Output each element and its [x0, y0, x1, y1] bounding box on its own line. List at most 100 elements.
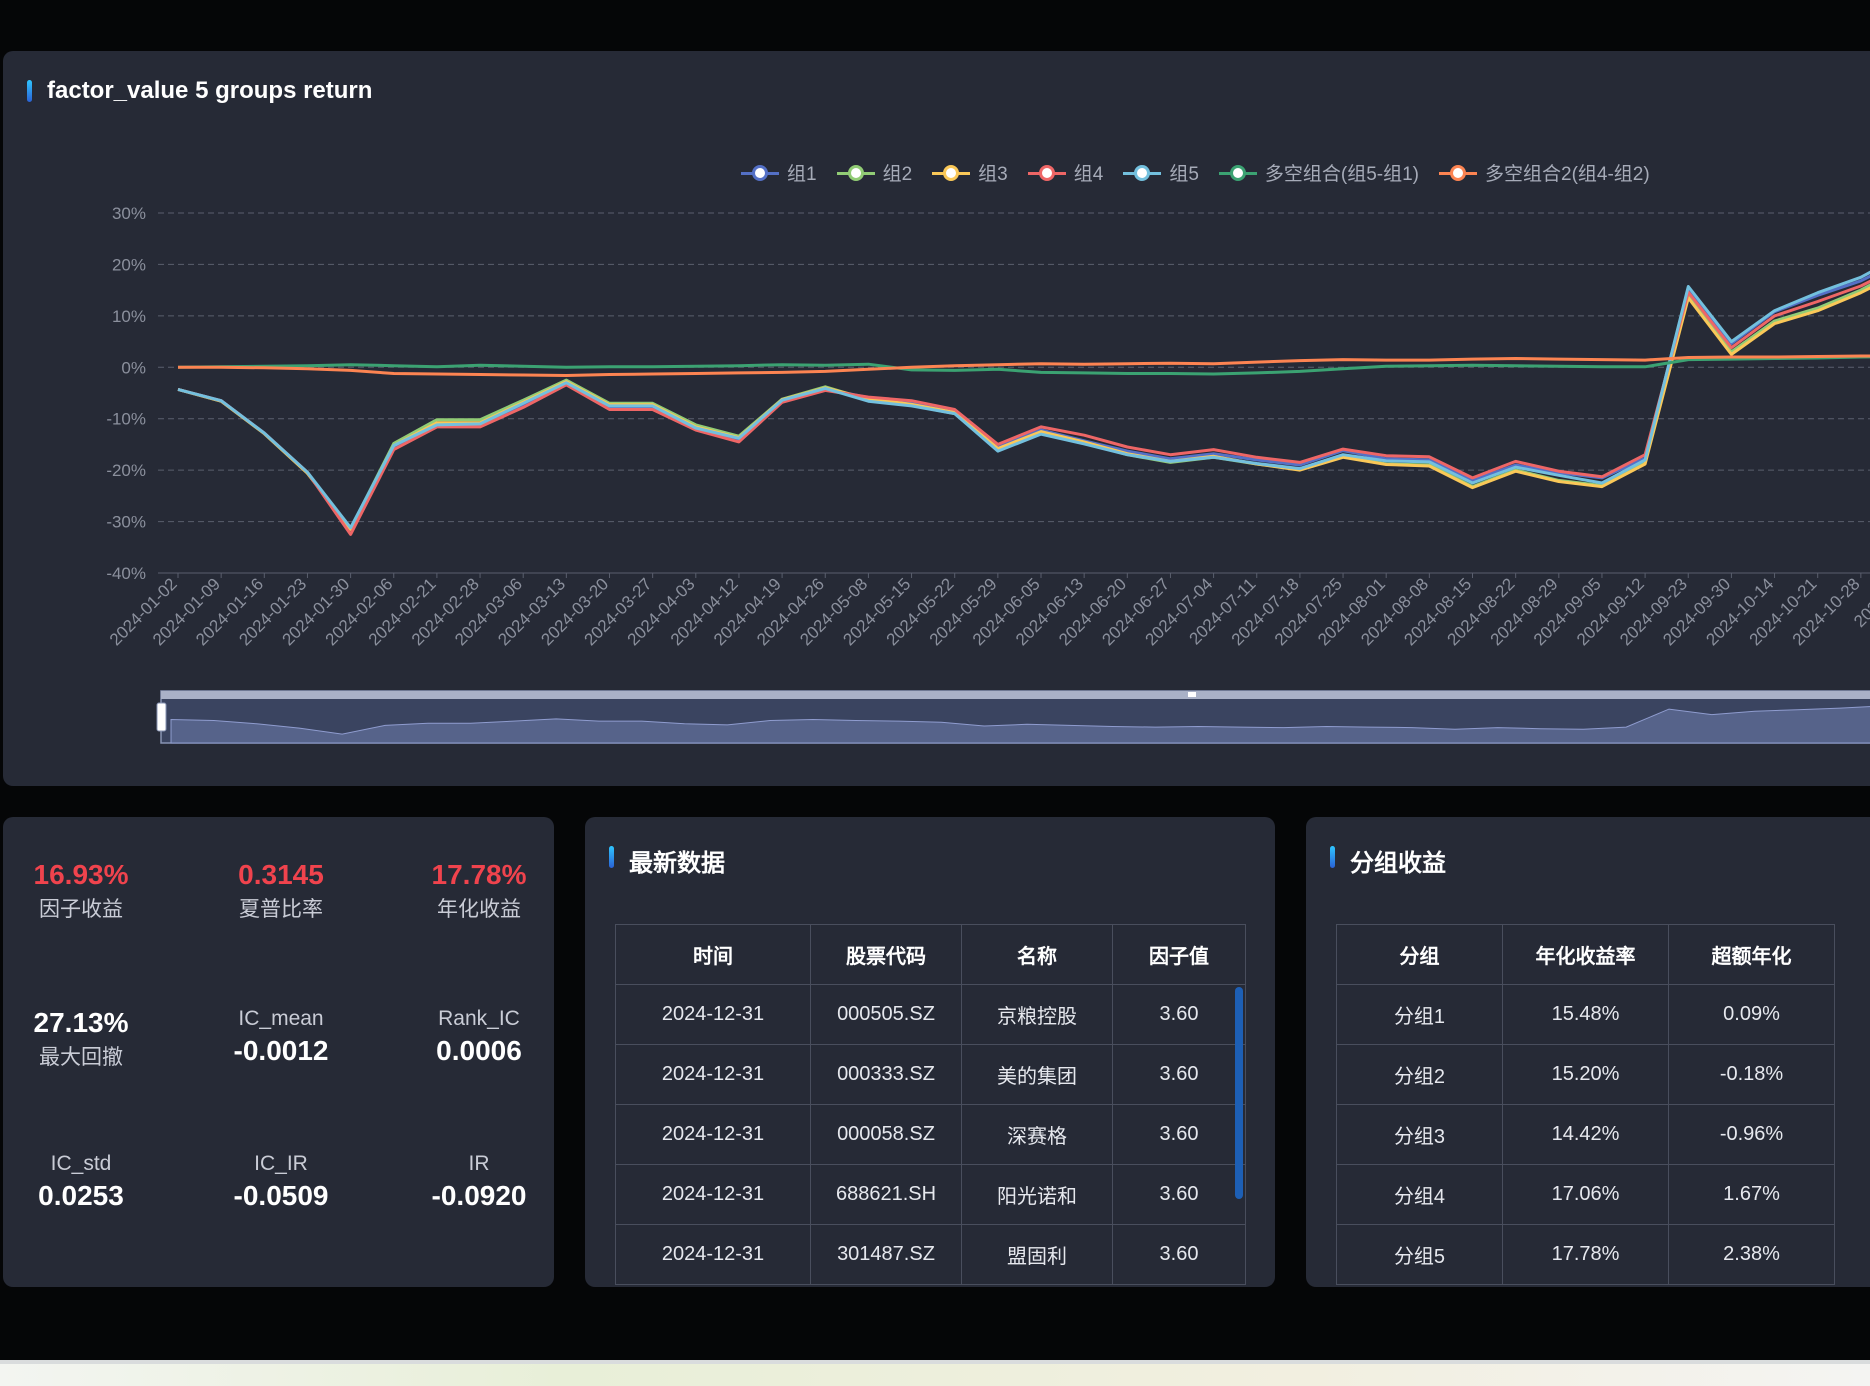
y-tick-label: -20%	[106, 461, 146, 480]
legend-item[interactable]: 组4	[1027, 159, 1104, 186]
zoom-slider-preview	[170, 706, 1870, 744]
column-header[interactable]: 时间	[615, 924, 811, 985]
metric-label: IC_std	[50, 1152, 112, 1175]
legend-item[interactable]: 组2	[836, 159, 913, 186]
metric-label: IC_IR	[254, 1152, 308, 1175]
legend-marker-icon	[741, 164, 779, 181]
column-header[interactable]: 超额年化	[1668, 924, 1835, 985]
table-row[interactable]: 2024-12-31 000505.SZ 京粮控股 3.60	[615, 984, 1246, 1045]
metric-ic-ir: IC_IR -0.0509	[191, 1152, 371, 1212]
metrics-panel: 16.93% 因子收益 0.3145 夏普比率 17.78% 年化收益 27.13% …	[3, 817, 554, 1287]
table-cell: 分组5	[1336, 1224, 1503, 1285]
column-header[interactable]: 因子值	[1112, 924, 1246, 985]
table-cell: 14.42%	[1502, 1104, 1669, 1165]
table-cell: 0.09%	[1668, 984, 1835, 1045]
table-cell: 分组3	[1336, 1104, 1503, 1165]
table-cell: 000505.SZ	[810, 984, 962, 1045]
series-line	[177, 286, 1870, 531]
metric-value: 27.13%	[33, 1007, 129, 1038]
chart-title: factor_value 5 groups return	[27, 77, 372, 105]
legend-label: 多空组合(组5-组1)	[1264, 164, 1420, 185]
metric-value: -0.0012	[233, 1035, 329, 1066]
metric-value: 17.78%	[431, 859, 527, 890]
table-row[interactable]: 2024-12-31 000333.SZ 美的集团 3.60	[615, 1044, 1246, 1105]
table-cell: 15.20%	[1502, 1044, 1669, 1105]
metric-label: 夏普比率	[239, 898, 323, 921]
table-row[interactable]: 2024-12-31 688621.SH 阳光诺和 3.60	[615, 1164, 1246, 1225]
table-cell: -0.18%	[1668, 1044, 1835, 1105]
legend-label: 组5	[1169, 164, 1199, 185]
table-row[interactable]: 2024-12-31 000058.SZ 深赛格 3.60	[615, 1104, 1246, 1165]
legend-label: 组4	[1073, 164, 1104, 185]
group-return-panel: 分组收益 分组 年化收益率 超额年化 分组1 15.48% 0.09% 分组2 15.20% -…	[1306, 817, 1870, 1287]
legend-marker-icon	[836, 164, 875, 181]
legend-item[interactable]: 组1	[741, 159, 817, 186]
table-cell: 3.60	[1112, 984, 1246, 1045]
taskbar-strip	[0, 1364, 1870, 1386]
table-cell: 2.38%	[1668, 1224, 1835, 1285]
legend-label: 组1	[787, 164, 817, 185]
legend-item[interactable]: 组5	[1123, 159, 1199, 186]
legend-marker-icon	[1123, 164, 1162, 181]
table-cell: 17.78%	[1502, 1224, 1669, 1285]
series-line	[177, 270, 1870, 530]
table-cell: 301487.SZ	[810, 1224, 962, 1285]
y-tick-label: 10%	[112, 307, 146, 326]
table-cell: 3.60	[1112, 1224, 1246, 1285]
table-cell: 2024-12-31	[615, 1164, 811, 1225]
y-tick-label: 0%	[121, 358, 146, 377]
series-line	[177, 274, 1870, 531]
metric-value: 0.3145	[238, 859, 324, 890]
table-cell: 盟固利	[961, 1224, 1113, 1285]
column-header[interactable]: 股票代码	[810, 924, 962, 985]
table-row[interactable]: 分组3 14.42% -0.96%	[1336, 1104, 1835, 1165]
series-line	[177, 283, 1870, 531]
table-cell: 2024-12-31	[615, 1044, 811, 1105]
column-header[interactable]: 分组	[1336, 924, 1503, 985]
legend-label: 组3	[978, 164, 1008, 185]
metric--: 17.78% 年化收益	[389, 859, 554, 923]
y-tick-label: -30%	[106, 513, 146, 532]
legend-item[interactable]: 多空组合2(组4-组2)	[1439, 159, 1650, 186]
legend-item[interactable]: 多空组合(组5-组1)	[1218, 159, 1420, 186]
legend-item[interactable]: 组3	[932, 159, 1008, 186]
metric--: 16.93% 因子收益	[3, 859, 171, 923]
column-header[interactable]: 名称	[961, 924, 1113, 985]
y-tick-label: 20%	[112, 255, 146, 274]
metric-label: IR	[468, 1152, 490, 1175]
latest-data-table: 时间 股票代码 名称 因子值 2024-12-31 000505.SZ 京粮控股 3.60 20…	[615, 924, 1246, 1285]
table-row[interactable]: 分组1 15.48% 0.09%	[1336, 984, 1835, 1045]
table-cell: 15.48%	[1502, 984, 1669, 1045]
table-cell: 美的集团	[961, 1044, 1113, 1105]
table-cell: 3.60	[1112, 1164, 1246, 1225]
metric-value: 0.0006	[436, 1035, 522, 1066]
legend-marker-icon	[1439, 164, 1478, 181]
zoom-slider-handle	[156, 702, 167, 732]
y-tick-label: -40%	[106, 564, 146, 583]
series-line	[178, 354, 1870, 377]
table-cell: 000333.SZ	[810, 1044, 962, 1105]
metric-label: IC_mean	[238, 1007, 324, 1030]
table-cell: -0.96%	[1668, 1104, 1835, 1165]
table-cell: 2024-12-31	[615, 1224, 811, 1285]
y-tick-label: 30%	[112, 204, 146, 223]
table-row[interactable]: 2024-12-31 301487.SZ 盟固利 3.60	[615, 1224, 1246, 1285]
table-cell: 17.06%	[1502, 1164, 1669, 1225]
legend-label: 组2	[882, 164, 913, 185]
series-line	[177, 355, 1870, 376]
table-cell: 1.67%	[1668, 1164, 1835, 1225]
table-row[interactable]: 分组4 17.06% 1.67%	[1336, 1164, 1835, 1225]
column-header[interactable]: 年化收益率	[1502, 924, 1669, 985]
metric--: 0.3145 夏普比率	[191, 859, 371, 923]
table-cell: 688621.SH	[810, 1164, 962, 1225]
table-header-row: 时间 股票代码 名称 因子值	[615, 924, 1246, 985]
metric--: 27.13% 最大回撤	[3, 1007, 171, 1071]
metric-value: 16.93%	[33, 859, 129, 890]
table-row[interactable]: 分组5 17.78% 2.38%	[1336, 1224, 1835, 1285]
zoom-slider-top-bar	[161, 691, 1870, 699]
table-row[interactable]: 分组2 15.20% -0.18%	[1336, 1044, 1835, 1105]
table-cell: 3.60	[1112, 1104, 1246, 1165]
table-cell: 京粮控股	[961, 984, 1113, 1045]
table-scrollbar[interactable]	[1235, 987, 1243, 1199]
table-cell: 2024-12-31	[615, 984, 811, 1045]
